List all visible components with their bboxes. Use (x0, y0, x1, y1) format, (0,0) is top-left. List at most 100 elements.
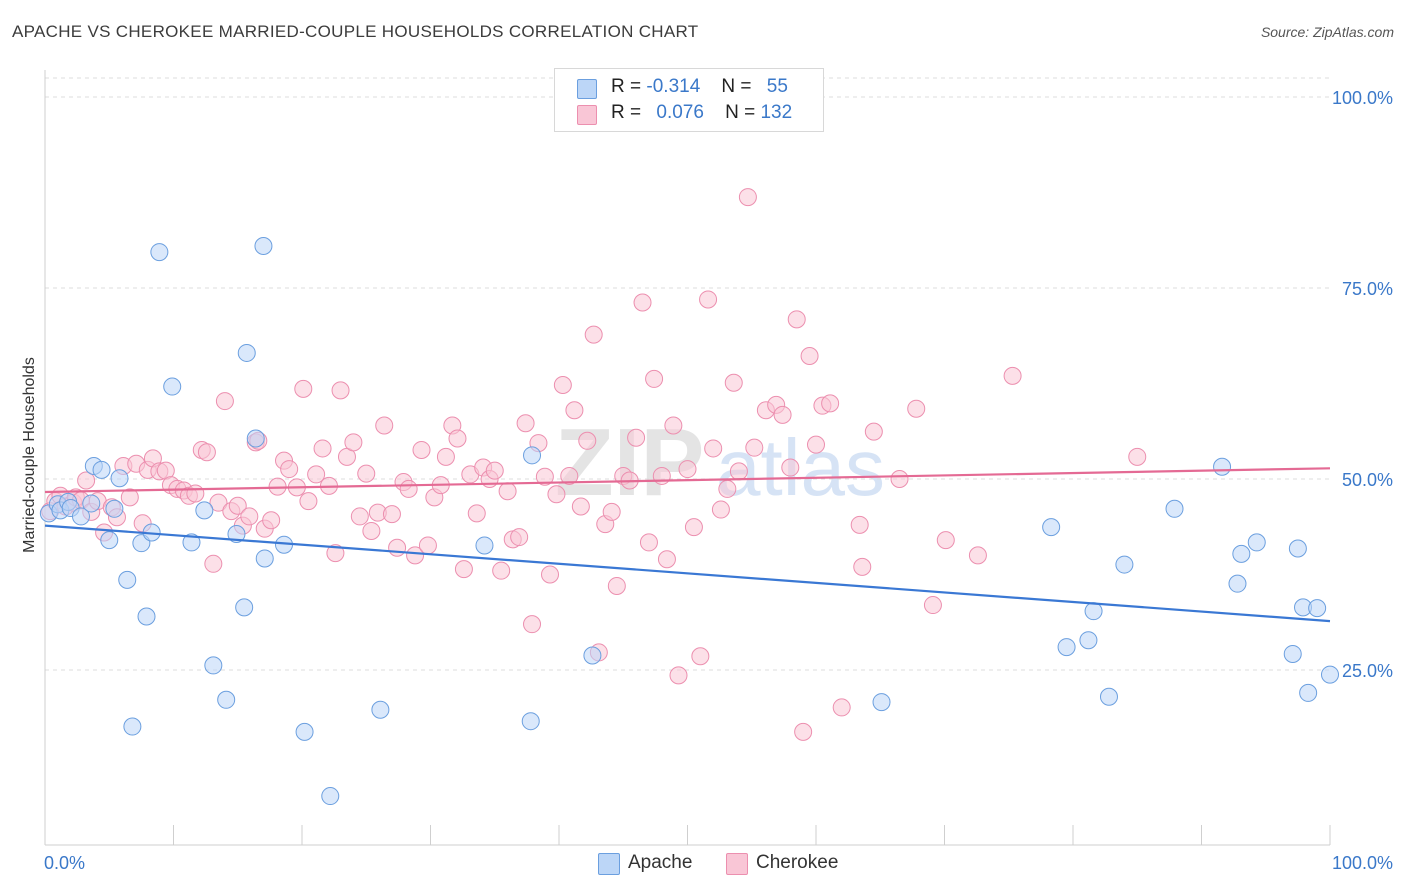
cherokee-r-value: 0.076 (656, 102, 704, 123)
apache-legend-label: Apache (628, 852, 693, 873)
apache-point (246, 429, 265, 448)
cherokee-point (541, 565, 560, 584)
cherokee-point (657, 550, 676, 569)
cherokee-point (485, 461, 504, 480)
apache-swatch (577, 79, 597, 99)
cherokee-point (331, 381, 350, 400)
y-tick-label: 25.0% (1342, 661, 1393, 681)
apache-point (475, 536, 494, 555)
cherokee-point (467, 504, 486, 523)
apache-point (583, 646, 602, 665)
apache-point (1042, 518, 1061, 537)
apache-point (118, 570, 137, 589)
cherokee-point (602, 502, 621, 521)
cherokee-point (294, 379, 313, 398)
cherokee-point (280, 460, 299, 479)
apache-point (182, 533, 201, 552)
apache-point (1099, 687, 1118, 706)
cherokee-point (120, 488, 139, 507)
cherokee-point (807, 435, 825, 454)
cherokee-point (794, 722, 813, 741)
apache-legend-swatch (598, 853, 620, 875)
cherokee-point (565, 401, 584, 420)
cherokee-point (968, 546, 987, 565)
cherokee-point (738, 188, 757, 207)
cherokee-point (864, 422, 883, 441)
apache-point (1079, 631, 1098, 650)
cherokee-point (652, 466, 671, 485)
apache-n-label: N = (721, 76, 752, 97)
grid-lines (45, 77, 1330, 671)
cherokee-point (535, 467, 554, 486)
cherokee-point (350, 507, 369, 526)
apache-point (1057, 638, 1076, 657)
cherokee-point (523, 615, 542, 634)
cherokee-point (299, 492, 318, 511)
cherokee-point (516, 414, 535, 433)
apache-points (39, 236, 1339, 806)
cherokee-point (711, 500, 730, 519)
cherokee-point (571, 497, 590, 516)
apache-point (100, 531, 119, 550)
cherokee-point (399, 479, 418, 498)
cherokee-n-value: 132 (760, 102, 793, 123)
cherokee-point (907, 399, 926, 418)
apache-point (1115, 555, 1134, 574)
cherokee-point (745, 438, 764, 457)
apache-point (321, 787, 340, 806)
x-tick-label: 0.0% (44, 853, 85, 873)
cherokee-point (344, 433, 363, 452)
trend-lines (44, 467, 1331, 623)
cherokee-point (684, 518, 703, 537)
cherokee-legend-label: Cherokee (756, 852, 839, 873)
apache-r-label: R = (611, 76, 642, 97)
cherokee-point (704, 439, 723, 458)
cherokee-r-label: R = (611, 102, 642, 123)
cherokee-point (375, 416, 394, 435)
apache-point (1283, 644, 1302, 663)
cherokee-point (578, 431, 597, 450)
apache-point (1232, 544, 1251, 563)
apache-point (71, 507, 90, 526)
cherokee-point (1128, 447, 1147, 466)
cherokee-point (718, 479, 737, 498)
cherokee-point (77, 471, 96, 490)
apache-point (1213, 457, 1232, 476)
tick-labels: 25.0% 50.0% 75.0% 100.0% 0.0% 100.0% (44, 88, 1393, 873)
cherokee-point (664, 416, 683, 435)
apache-point (1288, 539, 1307, 558)
apache-point (255, 549, 274, 568)
apache-point (123, 717, 142, 736)
cherokee-point (510, 528, 529, 547)
apache-point (227, 525, 246, 544)
stats-legend: R = -0.314 N = 55 R = 0.076 N = 132 (554, 68, 824, 132)
cherokee-point (627, 428, 646, 447)
cherokee-point (186, 484, 205, 503)
cherokee-point (800, 346, 819, 365)
cherokee-point (197, 443, 216, 462)
apache-point (204, 656, 223, 675)
apache-point (295, 722, 314, 741)
cherokee-point (645, 369, 664, 388)
cherokee-point (357, 464, 376, 483)
apache-point (163, 377, 182, 396)
apache-point (371, 700, 390, 719)
cherokee-point (448, 429, 467, 448)
chart-title: APACHE VS CHEROKEE MARRIED-COUPLE HOUSEH… (12, 22, 699, 41)
apache-point (92, 460, 111, 479)
y-tick-label: 100.0% (1332, 88, 1393, 108)
cherokee-point (436, 447, 455, 466)
cherokee-point (678, 460, 697, 479)
apache-trend-line (44, 524, 1331, 623)
apache-point (1084, 602, 1103, 621)
cherokee-trend-line (44, 467, 1331, 494)
apache-point (523, 446, 542, 465)
cherokee-point (773, 405, 792, 424)
cherokee-n-label: N = (725, 102, 756, 123)
cherokee-point (204, 554, 223, 573)
cherokee-point (699, 290, 718, 309)
cherokee-point (262, 511, 281, 530)
apache-point (1308, 599, 1327, 618)
apache-point (1247, 533, 1266, 552)
